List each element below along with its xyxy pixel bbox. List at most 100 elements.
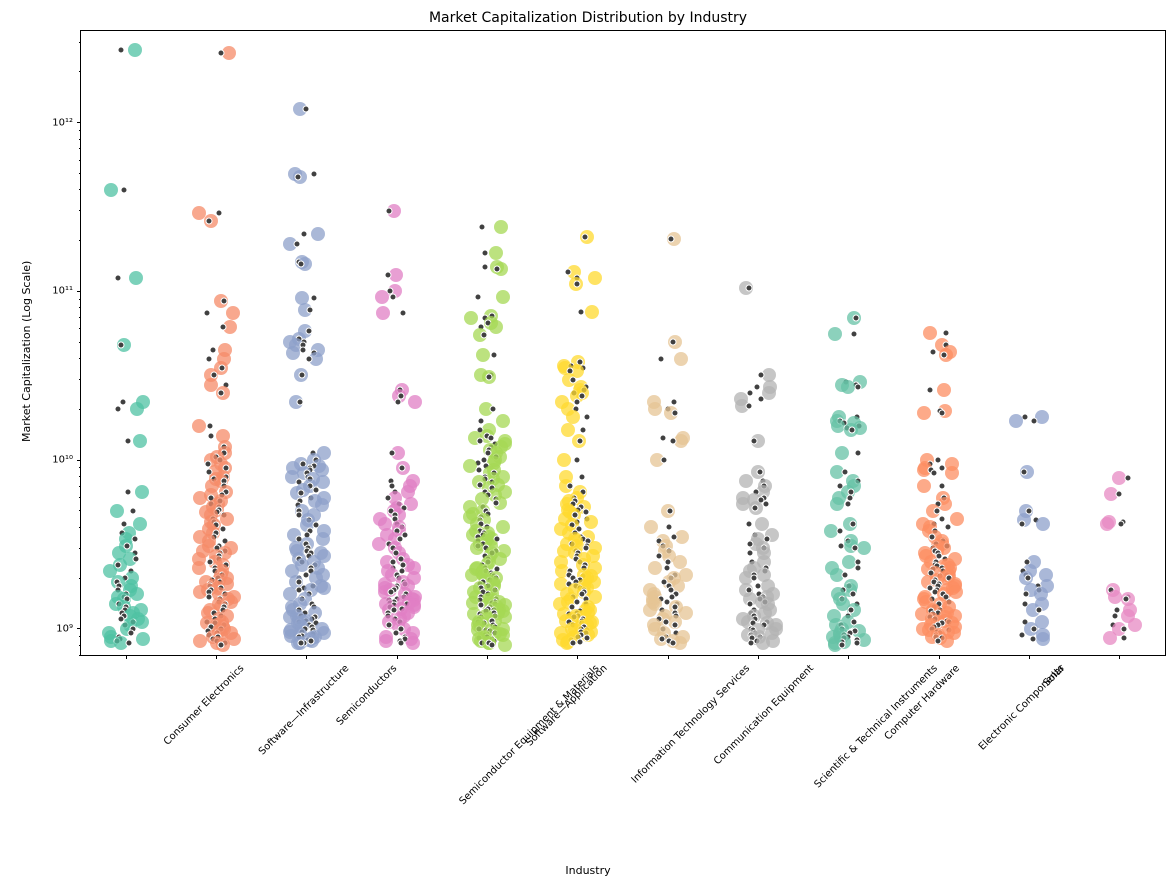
y-minor-tick (79, 139, 81, 140)
strip-point (561, 423, 575, 437)
swarm-point (400, 309, 407, 316)
swarm-point (1121, 625, 1128, 632)
strip-point (316, 532, 330, 546)
swarm-point (385, 622, 392, 629)
y-tick-label: 10¹² (52, 117, 73, 128)
strip-point (830, 497, 844, 511)
swarm-point (752, 505, 759, 512)
x-tick (306, 655, 307, 659)
strip-point (940, 634, 954, 648)
swarm-point (121, 186, 128, 193)
swarm-point (294, 241, 301, 248)
swarm-point (751, 437, 758, 444)
strip-point (193, 634, 207, 648)
strip-point (379, 634, 393, 648)
y-axis-label: Market Capitalization (Log Scale) (20, 261, 33, 442)
y-major-tick (77, 460, 81, 461)
y-minor-tick (79, 307, 81, 308)
y-major-tick (77, 122, 81, 123)
strip-point (498, 638, 512, 652)
x-tick (577, 655, 578, 659)
y-minor-tick (79, 655, 81, 656)
y-minor-tick (79, 160, 81, 161)
swarm-point (218, 49, 225, 56)
y-minor-tick (79, 548, 81, 549)
y-minor-tick (79, 409, 81, 410)
swarm-point (114, 275, 121, 282)
swarm-point (125, 639, 132, 646)
strip-point (917, 406, 931, 420)
swarm-point (297, 261, 304, 268)
strip-point (945, 466, 959, 480)
swarm-point (758, 371, 765, 378)
swarm-point (746, 284, 753, 291)
x-tick-label: Information Technology Services (629, 663, 752, 786)
strip-point (1100, 517, 1114, 531)
swarm-point (1117, 520, 1124, 527)
swarm-point (482, 249, 489, 256)
swarm-point (842, 469, 849, 476)
swarm-point (854, 384, 861, 391)
strip-point (104, 183, 118, 197)
strip-point (644, 520, 658, 534)
strip-point (406, 636, 420, 650)
swarm-point (569, 640, 576, 647)
swarm-point (302, 106, 309, 113)
swarm-point (656, 553, 663, 560)
y-minor-tick (79, 497, 81, 498)
swarm-point (573, 281, 580, 288)
chart-root: Market Capitalization Distribution by In… (0, 0, 1176, 886)
strip-point (648, 402, 662, 416)
swarm-point (854, 450, 861, 457)
y-tick-label: 10¹⁰ (52, 455, 73, 466)
x-tick-label: Software—Application (524, 663, 610, 749)
strip-point (311, 227, 325, 241)
strip-point (463, 459, 477, 473)
swarm-point (397, 640, 404, 647)
swarm-point (745, 520, 752, 527)
strip-point (408, 395, 422, 409)
swarm-point (489, 406, 496, 413)
strip-point (566, 410, 580, 424)
swarm-point (671, 622, 678, 629)
y-minor-tick (79, 173, 81, 174)
swarm-point (384, 272, 391, 279)
swarm-point (849, 520, 856, 527)
strip-point (220, 512, 234, 526)
y-minor-tick (79, 130, 81, 131)
strip-point (648, 561, 662, 575)
swarm-point (757, 396, 764, 403)
strip-point (494, 220, 508, 234)
strip-point (135, 485, 149, 499)
swarm-point (207, 432, 214, 439)
swarm-point (311, 170, 318, 177)
strip-point (192, 419, 206, 433)
y-minor-tick (79, 210, 81, 211)
swarm-point (671, 410, 678, 417)
swarm-point (384, 494, 391, 501)
swarm-point (842, 571, 849, 578)
swarm-point (930, 348, 937, 355)
strip-point (464, 311, 478, 325)
x-tick-label: Scientific & Technical Instruments (812, 663, 939, 790)
swarm-point (491, 352, 498, 359)
y-minor-tick (79, 379, 81, 380)
swarm-point (665, 524, 672, 531)
strip-point (643, 603, 657, 617)
swarm-point (854, 640, 861, 647)
strip-point (496, 520, 510, 534)
swarm-point (579, 427, 586, 434)
strip-point (674, 352, 688, 366)
swarm-point (127, 629, 134, 636)
swarm-point (124, 488, 131, 495)
swarm-point (574, 399, 581, 406)
swarm-point (849, 427, 856, 434)
swarm-point (485, 374, 492, 381)
swarm-point (206, 218, 213, 225)
swarm-point (218, 390, 225, 397)
strip-point (1009, 414, 1023, 428)
swarm-point (855, 564, 862, 571)
swarm-point (305, 328, 312, 335)
swarm-point (205, 355, 212, 362)
swarm-point (753, 384, 760, 391)
